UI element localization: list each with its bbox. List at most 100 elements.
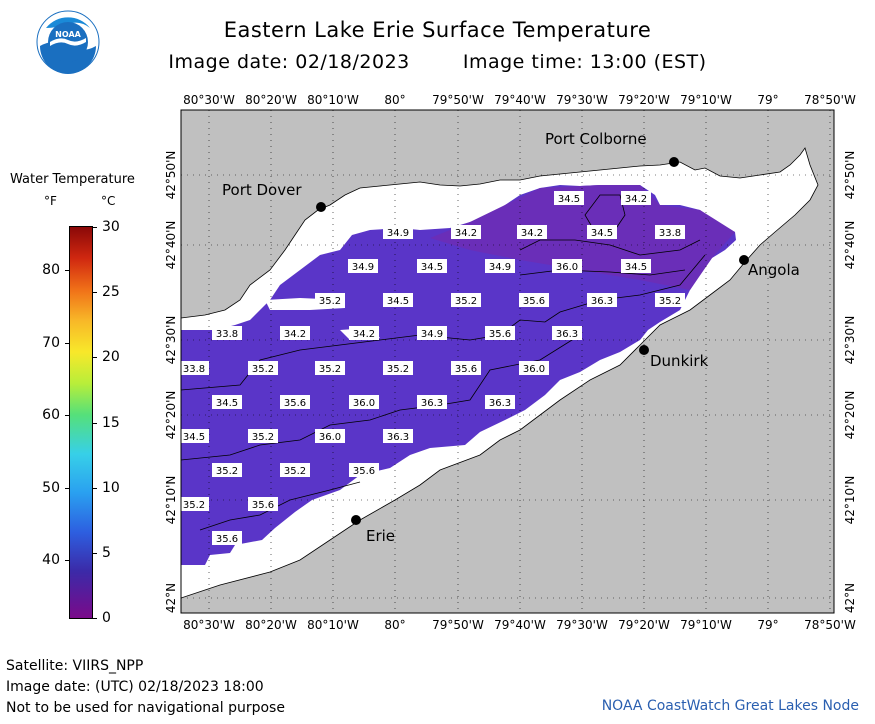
longitude-label-bottom: 80°20'W	[245, 618, 297, 632]
temperature-label: 35.2	[183, 500, 205, 511]
temperature-label: 35.6	[489, 329, 511, 340]
temperature-label-box	[451, 225, 481, 239]
temperature-label: 35.6	[252, 500, 274, 511]
latitude-label-left: 42°20'N	[164, 391, 178, 440]
temperature-label-box	[280, 326, 310, 340]
legend-c-tickmark	[93, 552, 97, 554]
legend-c-tick: 0	[102, 610, 111, 626]
temperature-label: 34.5	[387, 296, 409, 307]
temperature-label-box	[554, 191, 584, 205]
legend-f-tick: 80	[42, 262, 60, 279]
latitude-label-left: 42°40'N	[164, 221, 178, 270]
longitude-label-top: 80°30'W	[183, 93, 235, 107]
longitude-label-bottom: 79°20'W	[618, 618, 670, 632]
legend-f-tick: 70	[42, 334, 60, 351]
temperature-label: 36.3	[489, 398, 511, 409]
temperature-label-box	[181, 429, 209, 443]
temperature-label-box	[181, 497, 209, 511]
disclaimer: Not to be used for navigational purpose	[6, 700, 285, 716]
legend-c-tickmark	[93, 292, 97, 294]
color-bar	[69, 226, 93, 619]
city-label: Erie	[366, 527, 395, 545]
latitude-label-right: 42°N	[843, 583, 857, 613]
temperature-label: 35.2	[319, 296, 341, 307]
temperature-label-box	[587, 225, 617, 239]
map-layers: 34.5 34.2 34.9 34.2 34.2 34.5 33.8 34.9 34.5 34.9…	[181, 110, 834, 613]
longitude-label-top: 78°50'W	[804, 93, 856, 107]
longitude-label-bottom: 79°40'W	[494, 618, 546, 632]
latitude-label-right: 42°40'N	[843, 221, 857, 270]
temperature-label: 33.8	[659, 228, 681, 239]
noaa-logo-icon: NOAA	[36, 10, 100, 74]
legend-c-tickmark	[93, 422, 97, 424]
legend-f-tick: 50	[42, 479, 60, 496]
temperature-label: 34.9	[421, 329, 443, 340]
temperature-label: 36.0	[319, 432, 341, 443]
temperature-label: 34.2	[455, 228, 477, 239]
temperature-label-box	[519, 293, 549, 307]
temperature-label-box	[383, 293, 413, 307]
legend-c-tickmark	[93, 487, 97, 489]
temperature-label: 36.3	[387, 432, 409, 443]
longitude-label-top: 80°	[384, 93, 405, 107]
isotherm-contour	[519, 269, 686, 276]
temperature-label-box	[621, 259, 651, 273]
temperature-label: 36.0	[556, 262, 578, 273]
temperature-label: 35.2	[319, 364, 341, 375]
temperature-label-box	[655, 293, 685, 307]
page-title: Eastern Lake Erie Surface Temperature	[223, 18, 652, 42]
image-time: Image time: 13:00 (EST)	[462, 51, 707, 73]
temperature-label-box	[451, 361, 481, 375]
temperature-label-box	[315, 429, 345, 443]
legend-f-tick: 60	[42, 407, 60, 424]
temperature-label: 36.0	[353, 398, 375, 409]
temperature-label: 34.5	[558, 194, 580, 205]
longitude-label-top: 79°50'W	[432, 93, 484, 107]
longitude-label-bottom: 80°30'W	[183, 618, 235, 632]
legend-c-tick: 30	[102, 219, 120, 235]
temperature-label-box	[212, 463, 242, 477]
legend-c-tickmark	[93, 227, 97, 228]
temperature-label-box	[587, 293, 617, 307]
cold-water-zone	[430, 185, 735, 290]
temperature-label-box	[248, 429, 278, 443]
temperature-label: 33.8	[183, 364, 205, 375]
temperature-label: 35.2	[216, 466, 238, 477]
longitude-label-bottom: 78°50'W	[804, 618, 856, 632]
temperature-label-box	[248, 497, 278, 511]
temperature-label-box	[383, 429, 413, 443]
temperature-label: 36.3	[421, 398, 443, 409]
temperature-label-box	[315, 293, 345, 307]
temperature-label: 36.3	[591, 296, 613, 307]
map-frame	[180, 109, 835, 614]
longitude-label-top: 80°20'W	[245, 93, 297, 107]
temperature-label: 35.2	[252, 364, 274, 375]
temperature-label: 34.9	[352, 262, 374, 273]
temperature-label: 34.5	[625, 262, 647, 273]
latitude-label-left: 42°30'N	[164, 316, 178, 365]
temperature-label: 35.6	[523, 296, 545, 307]
longitude-label-top: 79°20'W	[618, 93, 670, 107]
temperature-label-box	[383, 361, 413, 375]
longitude-label-top: 79°10'W	[680, 93, 732, 107]
latitude-label-left: 42°N	[164, 583, 178, 613]
legend-title: Water Temperature	[10, 172, 135, 187]
temperature-label: 35.2	[284, 466, 306, 477]
city-marker-icon	[351, 515, 361, 525]
legend-c-tickmark	[93, 357, 97, 359]
temperature-label-box	[248, 361, 278, 375]
temperature-label: 35.2	[252, 432, 274, 443]
legend-f-tick: 40	[42, 552, 60, 569]
temperature-label-box	[485, 326, 515, 340]
longitude-label-bottom: 79°10'W	[680, 618, 732, 632]
temperature-label-box	[181, 361, 209, 375]
temperature-label: 35.2	[387, 364, 409, 375]
longitude-label-top: 79°30'W	[556, 93, 608, 107]
legend-c-tick: 5	[102, 544, 111, 561]
city-label: Port Colborne	[545, 130, 647, 148]
legend-c-tick: 25	[102, 284, 120, 301]
latitude-label-left: 42°50'N	[164, 151, 178, 200]
longitude-label-top: 80°10'W	[307, 93, 359, 107]
satellite-info: Satellite: VIIRS_NPP	[6, 658, 144, 674]
